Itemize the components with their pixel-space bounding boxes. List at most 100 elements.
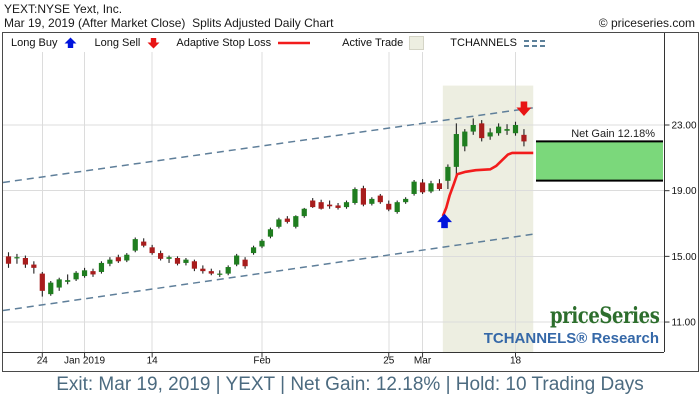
- candlestick: [496, 126, 502, 134]
- active-trade-region: [442, 85, 534, 352]
- candlestick: [208, 271, 214, 274]
- candlestick: [284, 218, 290, 222]
- copyright-text: © priceseries.com: [598, 16, 695, 30]
- candlestick: [191, 261, 197, 269]
- candlestick: [107, 259, 113, 264]
- legend-item-active-trade: Active Trade: [342, 35, 425, 50]
- tchannel-lower-line: [2, 233, 534, 312]
- candlestick: [183, 259, 189, 263]
- candlestick: [403, 198, 409, 203]
- legend-item-long-sell: Long Sell: [94, 37, 161, 49]
- tchannels-research-label: TCHANNELS® Research: [483, 330, 659, 347]
- candlestick: [14, 257, 20, 259]
- chart-subtitle: Mar 19, 2019 (After Market Close) Splits…: [4, 16, 334, 30]
- candlestick: [301, 208, 307, 217]
- candlestick: [360, 188, 366, 205]
- candlestick: [267, 229, 274, 237]
- candlestick: [98, 262, 105, 272]
- candlestick: [217, 273, 223, 275]
- candlestick: [352, 189, 358, 203]
- x-tick-label: Feb: [253, 356, 271, 367]
- priceseries-watermark: priceSeries: [549, 303, 660, 329]
- x-tick-label: 18: [510, 356, 522, 367]
- x-tick-label: Mar: [414, 356, 432, 367]
- candlestick: [81, 270, 88, 277]
- tchannel-upper-line: [2, 107, 534, 184]
- stop-loss-line-icon: [278, 41, 311, 44]
- chart-legend: Long Buy Long Sell Adaptive Stop Loss Ac…: [2, 33, 671, 52]
- x-tick-label: 14: [147, 356, 159, 367]
- legend-label-stop-loss: Adaptive Stop Loss: [176, 36, 272, 49]
- candlestick: [293, 216, 299, 227]
- net-gain-box: [536, 141, 663, 181]
- candlestick: [124, 254, 130, 261]
- long-sell-arrow-icon: [147, 37, 160, 48]
- adaptive-stop-loss-line: [441, 151, 534, 217]
- candlestick: [56, 279, 62, 288]
- candlestick: [318, 202, 324, 209]
- long-buy-marker: [437, 213, 453, 229]
- candlestick: [419, 182, 426, 193]
- candlestick: [394, 202, 400, 213]
- candlestick: [504, 129, 510, 131]
- candlestick: [225, 267, 231, 274]
- candlestick: [5, 256, 12, 264]
- candlestick: [48, 282, 54, 295]
- candlestick: [521, 134, 527, 142]
- long-sell-marker: [516, 101, 532, 116]
- candlestick: [428, 183, 434, 192]
- legend-label-tchannels: TCHANNELS: [450, 36, 517, 49]
- y-tick-label: 15.00: [672, 252, 697, 263]
- y-tick-label: 23.00: [672, 121, 697, 132]
- x-tick-label: 25: [383, 356, 395, 367]
- candlestick: [73, 272, 79, 280]
- candlestick: [386, 203, 392, 210]
- candlestick: [462, 131, 468, 147]
- candlestick: [22, 258, 28, 265]
- legend-label-long-buy: Long Buy: [11, 36, 58, 49]
- candlestick: [141, 241, 147, 246]
- tchannels-dashed-icon: [523, 39, 546, 47]
- candlestick: [90, 271, 96, 275]
- candlestick: [149, 247, 155, 254]
- candlestick: [174, 258, 181, 264]
- candlestick: [234, 255, 240, 265]
- candlestick: [335, 205, 341, 208]
- legend-label-active-trade: Active Trade: [342, 36, 404, 49]
- candlestick: [250, 247, 257, 254]
- symbol-title: YEXT:NYSE Yext, Inc.: [4, 2, 123, 16]
- candlestick: [411, 181, 417, 194]
- candlestick: [65, 280, 71, 282]
- candlestick: [310, 200, 316, 208]
- x-tick-label: Jan 2019: [64, 356, 106, 367]
- candlestick: [369, 198, 375, 204]
- candlestick: [512, 125, 519, 134]
- candlestick: [132, 239, 138, 251]
- y-tick-label: 11.00: [672, 318, 697, 329]
- candlestick: [31, 264, 37, 268]
- candlestick: [39, 273, 45, 291]
- candlestick: [259, 240, 265, 247]
- candlestick: [276, 219, 282, 227]
- candlestick: [453, 134, 459, 167]
- chart-frame: [2, 32, 699, 372]
- legend-item-long-buy: Long Buy: [11, 37, 78, 49]
- x-tick-label: 24: [37, 356, 49, 367]
- candlestick: [166, 257, 172, 259]
- candlestick: [436, 183, 443, 190]
- net-gain-label: Net Gain 12.18%: [571, 128, 655, 140]
- candlestick: [377, 195, 383, 203]
- y-tick-label: 19.00: [672, 186, 697, 197]
- candlestick: [343, 202, 350, 208]
- candlestick: [242, 259, 248, 267]
- candlestick: [445, 166, 451, 181]
- candlestick: [327, 204, 333, 207]
- trade-summary-bar: Exit: Mar 19, 2019 | YEXT | Net Gain: 12…: [56, 374, 644, 395]
- candlestick: [479, 123, 485, 139]
- candlestick: [200, 268, 206, 272]
- legend-label-long-sell: Long Sell: [94, 36, 141, 49]
- long-buy-arrow-icon: [64, 37, 77, 48]
- active-trade-swatch-icon: [409, 35, 425, 50]
